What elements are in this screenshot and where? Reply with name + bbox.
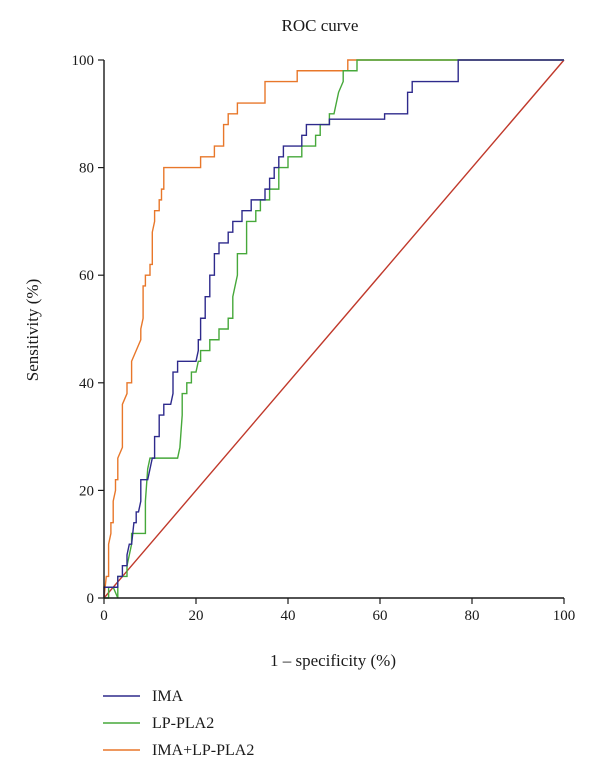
x-tick-label: 20 [189, 608, 204, 624]
x-tick-label: 40 [281, 608, 296, 624]
x-tick-label: 60 [373, 608, 388, 624]
y-ticks: 0 20 40 60 80 100 [72, 53, 104, 607]
series-line-reference-diagonal [103, 59, 565, 599]
x-axis-label: 1 – specificity (%) [270, 651, 396, 670]
x-ticks: 0 20 40 60 80 100 [100, 598, 575, 624]
plot-lines [103, 59, 565, 599]
series-line-lp-pla2 [104, 59, 564, 599]
legend-item-lp-pla2: LP-PLA2 [103, 715, 214, 732]
chart-title: ROC curve [282, 16, 359, 35]
y-tick-label: 100 [72, 53, 95, 69]
y-tick-label: 40 [79, 376, 94, 392]
legend-item-ima: IMA [103, 688, 184, 705]
legend-label: LP-PLA2 [152, 715, 214, 732]
series-line-ima-lp-pla2 [103, 59, 564, 599]
legend-label: IMA+LP-PLA2 [152, 742, 254, 759]
series-line-ima [103, 59, 564, 598]
x-tick-label: 0 [100, 608, 108, 624]
x-tick-label: 80 [465, 608, 480, 624]
y-axis-label: Sensitivity (%) [23, 279, 42, 381]
x-tick-label: 100 [553, 608, 576, 624]
y-tick-label: 0 [87, 591, 95, 607]
y-tick-label: 20 [79, 483, 94, 499]
legend-item-ima-lp-pla2: IMA+LP-PLA2 [103, 742, 254, 759]
legend: IMA LP-PLA2 IMA+LP-PLA2 [103, 688, 254, 759]
y-tick-label: 60 [79, 268, 94, 284]
y-tick-label: 80 [79, 161, 94, 177]
legend-label: IMA [152, 688, 184, 705]
